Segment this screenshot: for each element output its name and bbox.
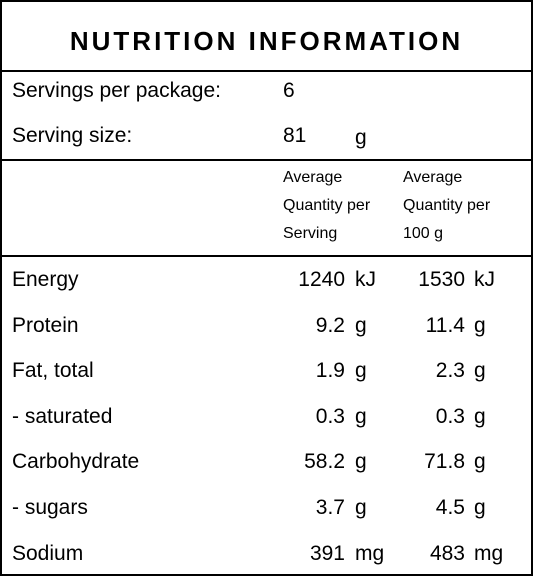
nutrient-name: - sugars bbox=[12, 496, 88, 519]
serving-size-value: 81 bbox=[283, 124, 307, 147]
per-100g-value: 0.3 bbox=[435, 404, 465, 428]
per-100g-value: 11.4 bbox=[425, 313, 465, 337]
serving-value: 58.2 bbox=[304, 450, 345, 474]
per-100g-unit: g bbox=[474, 450, 486, 474]
serving-size-unit: g bbox=[355, 126, 367, 149]
per-100g-value: 483 bbox=[429, 541, 465, 565]
per-100g-unit: kJ bbox=[474, 268, 495, 291]
per-100g-unit: g bbox=[474, 496, 486, 519]
nutrient-name: Energy bbox=[12, 268, 79, 291]
column-header: 100 g bbox=[403, 225, 444, 242]
serving-value: 391 bbox=[309, 541, 345, 565]
divider bbox=[2, 159, 531, 161]
serving-value: 1240 bbox=[298, 268, 345, 291]
nutrient-name: - saturated bbox=[12, 404, 113, 428]
serving-unit: mg bbox=[355, 541, 385, 565]
column-header: Serving bbox=[283, 225, 338, 242]
serving-value: 1.9 bbox=[315, 359, 345, 383]
divider bbox=[2, 255, 531, 257]
serving-size-label: Serving size: bbox=[12, 124, 133, 147]
title: NUTRITION INFORMATION bbox=[69, 26, 464, 56]
per-100g-value: 71.8 bbox=[424, 450, 465, 474]
nutrient-name: Protein bbox=[12, 313, 79, 337]
serving-unit: g bbox=[355, 359, 367, 383]
serving-value: 3.7 bbox=[315, 496, 345, 519]
serving-unit: g bbox=[355, 450, 367, 474]
per-100g-unit: g bbox=[474, 313, 486, 337]
nutrient-name: Carbohydrate bbox=[12, 450, 140, 474]
column-header: Average bbox=[403, 169, 463, 186]
per-100g-unit: mg bbox=[474, 541, 504, 565]
column-header: Quantity per bbox=[283, 197, 371, 214]
nutrient-name: Fat, total bbox=[12, 359, 94, 383]
column-header: Quantity per bbox=[403, 197, 491, 214]
per-100g-value: 2.3 bbox=[435, 359, 465, 383]
serving-value: 0.3 bbox=[315, 404, 345, 428]
per-100g-unit: g bbox=[474, 404, 486, 428]
serving-value: 9.2 bbox=[315, 313, 345, 337]
servings-label: Servings per package: bbox=[12, 79, 221, 102]
serving-unit: g bbox=[355, 313, 367, 337]
serving-unit: kJ bbox=[355, 268, 376, 291]
serving-unit: g bbox=[355, 496, 367, 519]
serving-unit: g bbox=[355, 404, 367, 428]
per-100g-value: 1530 bbox=[418, 268, 465, 291]
per-100g-value: 4.5 bbox=[435, 496, 465, 519]
column-header: Average bbox=[283, 169, 343, 186]
per-100g-unit: g bbox=[474, 359, 486, 383]
divider bbox=[2, 70, 531, 72]
servings-value: 6 bbox=[283, 79, 295, 102]
nutrient-name: Sodium bbox=[12, 541, 84, 565]
